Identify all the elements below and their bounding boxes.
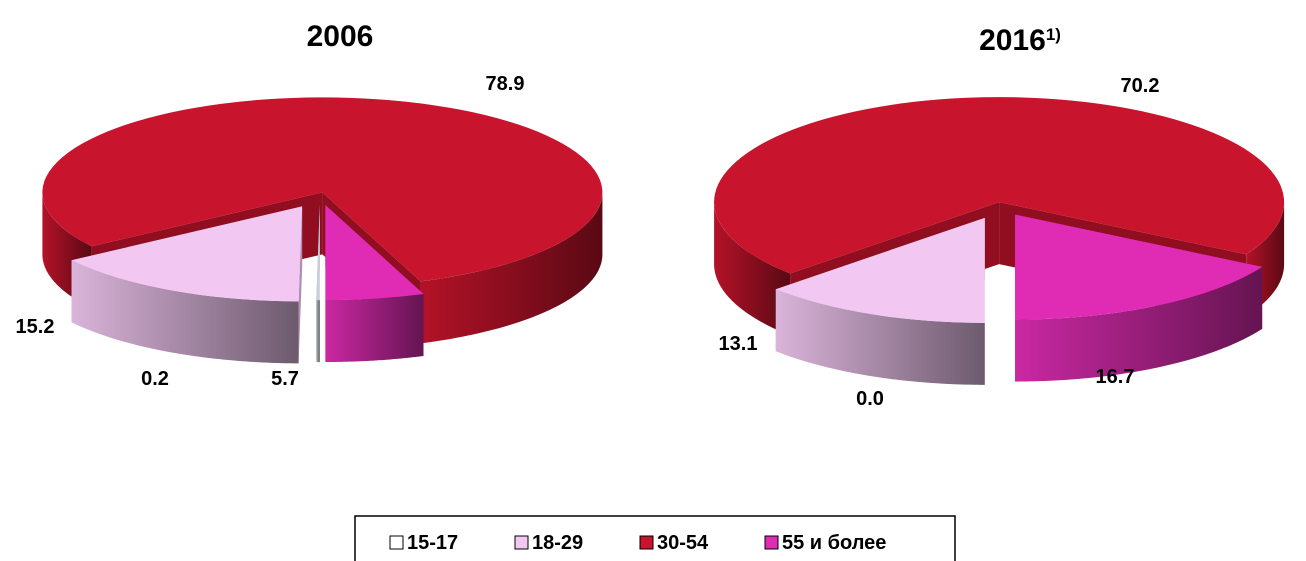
slice-wall — [1015, 266, 1263, 382]
legend-swatch — [389, 535, 404, 550]
pie — [42, 97, 603, 364]
slice-wall — [714, 202, 791, 336]
slice-wall — [775, 289, 985, 385]
slice-wall — [71, 260, 299, 364]
slice-top — [71, 206, 303, 302]
slice-top — [1015, 214, 1263, 320]
slice-top — [42, 97, 603, 282]
title-note: 1) — [1046, 25, 1061, 44]
slice-top — [325, 205, 424, 301]
chart-title: 20161) — [979, 24, 1061, 57]
pie — [714, 97, 1285, 385]
data-label: 16.7 — [1096, 366, 1135, 388]
data-label: 13.1 — [719, 333, 758, 355]
data-label: 78.9 — [486, 73, 525, 95]
data-label: 5.7 — [271, 368, 299, 390]
slice — [71, 206, 303, 364]
slice-top — [316, 205, 320, 301]
slice — [325, 205, 424, 363]
slice — [316, 205, 320, 363]
data-label: 0.0 — [856, 388, 884, 410]
legend-label: 15-17 — [407, 532, 458, 554]
slice — [1015, 214, 1263, 382]
chart-title: 2016 — [979, 24, 1046, 57]
slice-wall — [420, 192, 603, 344]
legend-label: 55 и более — [782, 532, 886, 554]
slice-top — [714, 97, 1285, 274]
legend-label: 18-29 — [532, 532, 583, 554]
slice — [775, 217, 985, 385]
slice-wall — [316, 300, 320, 363]
slice-wall — [325, 293, 424, 363]
data-label: 15.2 — [16, 316, 55, 338]
legend-swatch — [764, 535, 779, 550]
slice-top — [775, 217, 985, 323]
data-label: 0.2 — [141, 368, 169, 390]
legend-swatch — [514, 535, 529, 550]
chart-title: 2006 — [307, 20, 374, 53]
data-label: 70.2 — [1121, 75, 1160, 97]
legend-swatch — [639, 535, 654, 550]
legend-label: 30-54 — [657, 532, 709, 554]
legend-box — [354, 515, 956, 561]
